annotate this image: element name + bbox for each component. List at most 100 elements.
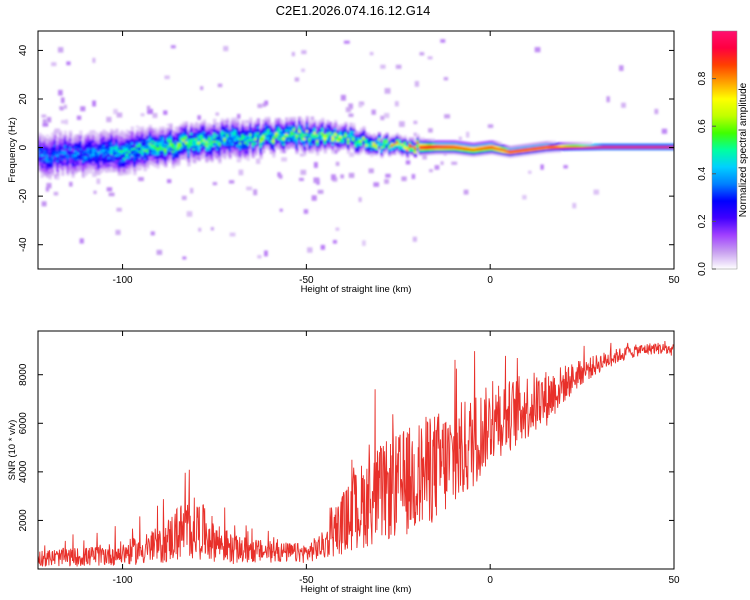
spectrogram-cell — [169, 160, 173, 163]
spectrogram-cell — [46, 182, 52, 189]
spectrogram-cell — [238, 128, 243, 131]
spectrogram-cell — [81, 163, 86, 167]
spectrogram-cell — [290, 142, 294, 145]
spectrogram-cell — [146, 158, 150, 161]
spectrogram-cell — [143, 133, 147, 137]
spectrogram-cell — [56, 138, 60, 141]
spectrogram-cell — [254, 132, 258, 135]
spectrogram-cell — [274, 137, 279, 141]
spectrogram-cell — [176, 126, 181, 129]
spectrogram-cell — [285, 121, 289, 124]
spectrogram-cell — [104, 135, 109, 138]
spectrogram-cell — [76, 148, 80, 151]
spectrogram-cell — [336, 147, 340, 150]
spectrogram-cell — [115, 144, 119, 147]
spectrogram-cell — [274, 133, 279, 137]
spectrogram-cell — [403, 135, 407, 138]
spectrogram-cell — [565, 142, 569, 145]
spectrogram-cell — [341, 127, 346, 131]
spectrogram-cell — [161, 159, 165, 162]
spectrogram-cell — [452, 148, 456, 151]
spectrogram-cell — [81, 144, 86, 147]
spectrogram-cell — [400, 152, 405, 156]
spectrogram-cell — [496, 141, 500, 144]
spectrogram-cell — [228, 137, 232, 140]
spectrogram-cell — [444, 140, 448, 143]
spectrogram-cell — [74, 150, 78, 153]
spectrogram-cell — [408, 137, 412, 140]
spectrogram-cell — [483, 148, 487, 152]
spectrogram-cell — [344, 131, 348, 135]
spectrogram-cell — [408, 152, 412, 156]
spectrogram-cell — [176, 145, 181, 149]
spectrogram-cell — [640, 143, 644, 147]
spectrogram-cell — [650, 143, 654, 147]
spectrogram-cell — [246, 137, 250, 140]
spectrogram-cell — [135, 143, 140, 146]
spectrogram-cell — [217, 83, 223, 88]
spectrogram-cell — [300, 124, 304, 127]
spectrogram-cell — [174, 140, 178, 143]
spectrogram-cell — [212, 136, 217, 139]
spectrogram-cell — [171, 132, 176, 136]
spectrogram-cell — [243, 121, 248, 125]
spectrogram-cell — [102, 156, 106, 160]
spectrogram-cell — [295, 126, 299, 129]
spectrogram-cell — [94, 161, 98, 164]
spectrogram-cell — [305, 133, 310, 137]
spectrogram-cell — [411, 145, 415, 148]
spectrogram-cell — [50, 165, 55, 169]
spectrogram-cell — [333, 135, 338, 138]
spectrogram-cell — [460, 146, 464, 150]
spectrogram-cell — [341, 123, 346, 127]
spectrogram-cell — [210, 128, 214, 132]
spectrogram-cell — [251, 153, 255, 157]
spectrogram-cell — [267, 147, 271, 151]
spectrogram-cell — [348, 113, 354, 117]
spectrogram-cell — [575, 144, 580, 147]
spectrogram-cell — [192, 137, 196, 141]
spectrogram-cell — [104, 160, 109, 163]
spectrogram-cell — [161, 143, 165, 147]
spectrogram-cell — [133, 157, 137, 160]
spectrogram-cell — [56, 173, 60, 176]
spectrogram-cell — [521, 148, 526, 151]
spectrogram-cell — [547, 146, 551, 150]
spectrogram-cell — [508, 155, 513, 159]
spectrogram-cell — [351, 130, 356, 134]
spectrogram-cell — [71, 150, 75, 153]
spectrogram-cell — [86, 159, 91, 163]
spectrogram-cell — [79, 146, 83, 149]
spectrogram-cell — [267, 116, 271, 120]
spectrogram-cell — [45, 153, 50, 157]
spectrogram-cell — [398, 146, 402, 150]
spectrogram-cell — [279, 129, 284, 132]
spectrogram-cell — [493, 140, 497, 144]
spectrogram-cell — [192, 155, 196, 158]
spectrogram-cell — [212, 145, 217, 149]
spectrogram-cell — [125, 145, 129, 148]
spectrogram-cell — [125, 148, 129, 152]
spectrogram-cell — [158, 157, 163, 161]
spectrogram-cell — [63, 163, 68, 167]
spectrogram-cell — [174, 130, 178, 134]
spectrogram-cell — [367, 140, 371, 144]
spectrogram-cell — [429, 146, 433, 150]
spectrogram-cell — [223, 143, 227, 146]
spectrogram-cell — [565, 148, 569, 151]
spectrogram-cell — [277, 119, 281, 123]
spectrogram-cell — [452, 150, 456, 153]
spectrogram-cell — [192, 153, 196, 156]
spectrogram-cell — [467, 146, 472, 149]
spectrogram-cell — [501, 144, 505, 147]
spectrogram-cell — [624, 147, 629, 151]
spectrogram-cell — [156, 150, 160, 154]
spectrogram-cell — [215, 143, 219, 147]
spectrogram-cell — [313, 127, 317, 131]
spectrogram-cell — [418, 141, 423, 144]
spectrogram-cell — [359, 143, 364, 146]
spectrogram-cell — [279, 133, 284, 136]
spectrogram-cell — [333, 129, 338, 133]
spectrogram-cell — [48, 155, 52, 159]
spectrogram-cell — [398, 150, 402, 154]
